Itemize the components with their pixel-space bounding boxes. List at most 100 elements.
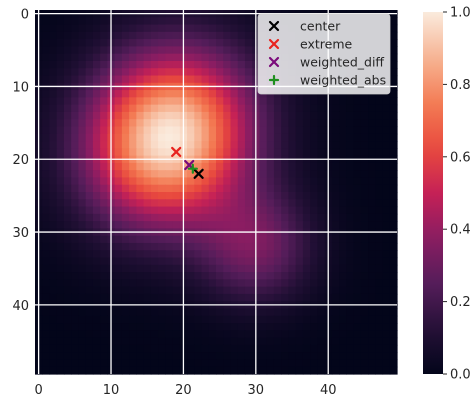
heatmap-cell — [114, 330, 123, 339]
heatmap-cell — [129, 75, 137, 84]
heatmap-cell — [71, 148, 80, 157]
heatmap-cell — [295, 235, 304, 244]
heatmap-cell — [288, 213, 297, 222]
heatmap-cell — [172, 53, 181, 62]
heatmap-cell — [244, 213, 253, 222]
heatmap-cell — [360, 293, 369, 302]
heatmap-cell — [216, 39, 224, 47]
heatmap-cell — [302, 221, 311, 229]
heatmap-cell — [230, 31, 239, 40]
heatmap-cell — [310, 315, 318, 324]
heatmap-cell — [295, 184, 304, 193]
heatmap-cell — [172, 330, 181, 339]
heatmap-cell — [360, 104, 369, 113]
heatmap-cell — [353, 366, 362, 375]
heatmap-cell — [317, 148, 326, 157]
heatmap-cell — [216, 90, 224, 98]
heatmap-cell — [223, 330, 232, 339]
heatmap-cell — [375, 257, 384, 266]
heatmap-cell — [382, 323, 391, 331]
heatmap-cell — [121, 264, 130, 273]
colorbar-gradient — [423, 12, 443, 374]
heatmap-cell — [259, 242, 268, 251]
heatmap-cell — [339, 257, 347, 266]
heatmap-cell — [194, 257, 203, 266]
heatmap-cell — [230, 286, 239, 295]
heatmap-cell — [281, 199, 289, 208]
heatmap-cell — [317, 133, 326, 142]
heatmap-cell — [368, 126, 376, 135]
heatmap-cell — [121, 323, 130, 331]
heatmap-cell — [310, 104, 318, 113]
heatmap-cell — [42, 90, 51, 98]
heatmap-cell — [281, 257, 289, 266]
heatmap-cell — [288, 315, 297, 324]
heatmap-cell — [353, 184, 362, 193]
heatmap-cell — [201, 177, 210, 186]
heatmap-cell — [353, 177, 362, 186]
heatmap-cell — [230, 68, 239, 77]
heatmap-cell — [375, 104, 384, 113]
heatmap-cell — [353, 337, 362, 346]
heatmap-cell — [63, 53, 72, 62]
heatmap-cell — [165, 199, 174, 208]
heatmap-cell — [237, 133, 246, 142]
heatmap-cell — [114, 39, 123, 47]
heatmap-cell — [310, 323, 318, 331]
heatmap-cell — [78, 133, 87, 142]
heatmap-cell — [85, 170, 94, 179]
heatmap-cell — [172, 279, 181, 288]
heatmap-cell — [368, 272, 376, 280]
heatmap-cell — [194, 206, 203, 215]
heatmap-cell — [244, 97, 253, 106]
heatmap-cell — [382, 352, 391, 361]
heatmap-cell — [223, 315, 232, 324]
heatmap-cell — [71, 119, 80, 128]
heatmap-cell — [353, 162, 362, 171]
heatmap-cell — [121, 126, 130, 135]
heatmap-cell — [339, 337, 347, 346]
heatmap-cell — [317, 264, 326, 273]
heatmap-cell — [129, 352, 137, 361]
heatmap-cell — [143, 286, 152, 295]
heatmap-cell — [100, 257, 108, 266]
heatmap-cell — [78, 177, 87, 186]
heatmap-cell — [100, 293, 108, 302]
heatmap-cell — [56, 46, 65, 55]
heatmap-cell — [230, 97, 239, 106]
heatmap-cell — [230, 250, 239, 259]
heatmap-cell — [230, 162, 239, 171]
heatmap-cell — [158, 242, 166, 251]
heatmap-cell — [266, 213, 275, 222]
heatmap-cell — [187, 192, 195, 200]
marker-extreme — [171, 146, 182, 158]
heatmap-cell — [63, 206, 72, 215]
heatmap-cell — [121, 272, 130, 280]
heatmap-cell — [302, 344, 311, 353]
heatmap-cell — [375, 177, 384, 186]
heatmap-cell — [281, 126, 289, 135]
heatmap-cell — [237, 293, 246, 302]
heatmap-cell — [302, 308, 311, 317]
heatmap-cell — [288, 119, 297, 128]
heatmap-cell — [56, 337, 65, 346]
heatmap-cell — [273, 257, 282, 266]
heatmap-cell — [114, 235, 123, 244]
heatmap-cell — [121, 111, 130, 120]
heatmap-cell — [382, 315, 391, 324]
heatmap-cell — [63, 352, 72, 361]
heatmap-cell — [143, 104, 152, 113]
heatmap-cell — [158, 39, 166, 47]
heatmap-cell — [368, 359, 376, 368]
heatmap-cell — [368, 344, 376, 353]
heatmap-cell — [85, 308, 94, 317]
heatmap-cell — [92, 221, 101, 229]
heatmap-cell — [201, 162, 210, 171]
heatmap-cell — [389, 162, 398, 171]
heatmap-cell — [143, 133, 152, 142]
heatmap-cell — [389, 206, 398, 215]
heatmap-cell — [129, 104, 137, 113]
heatmap-cell — [266, 366, 275, 375]
heatmap-cell — [158, 286, 166, 295]
heatmap-cell — [339, 359, 347, 368]
